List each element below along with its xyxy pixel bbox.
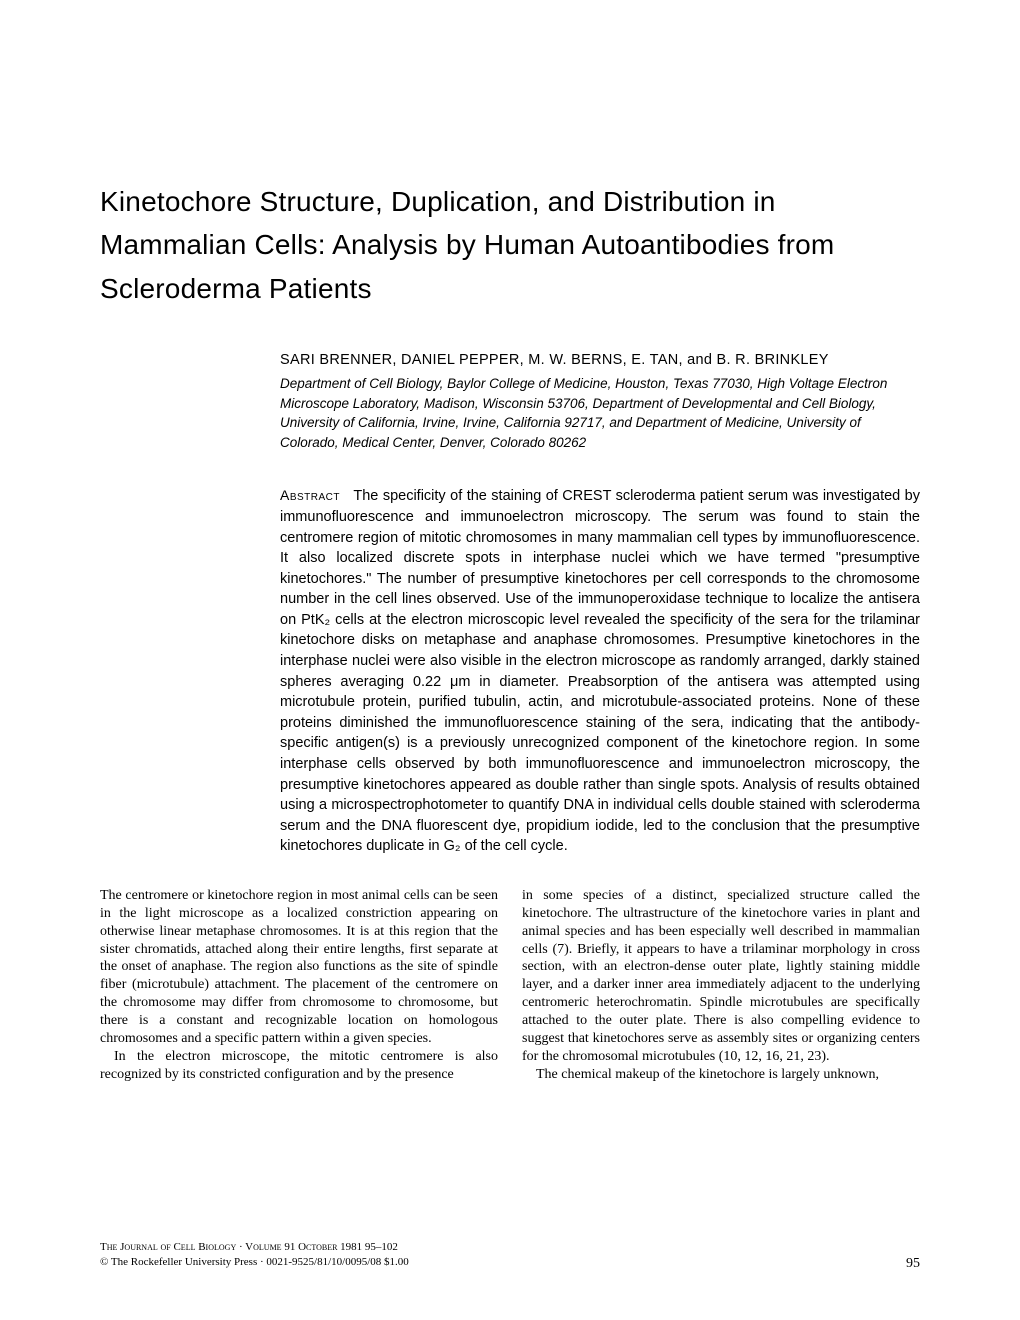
footer-copyright: © The Rockefeller University Press · 002… [100, 1255, 409, 1274]
page-footer: The Journal of Cell Biology · Volume 91 … [100, 1240, 920, 1274]
footer-date: October 1981 95–102 [298, 1241, 398, 1253]
authors-block: SARI BRENNER, DANIEL PEPPER, M. W. BERNS… [280, 352, 920, 452]
footer-volume: 91 [282, 1241, 299, 1253]
abstract-label: Abstract [280, 487, 340, 503]
article-title: Kinetochore Structure, Duplication, and … [100, 180, 920, 310]
page-number: 95 [906, 1255, 920, 1274]
footer-journal: The Journal of Cell Biology · Volume [100, 1241, 282, 1253]
abstract-body: The specificity of the staining of CREST… [280, 488, 920, 854]
body-column-right: in some species of a distinct, specializ… [522, 887, 920, 1084]
body-columns: The centromere or kinetochore region in … [100, 887, 920, 1084]
affiliation: Department of Cell Biology, Baylor Colle… [280, 374, 920, 452]
footer-citation: The Journal of Cell Biology · Volume 91 … [100, 1240, 920, 1255]
body-paragraph: In the electron microscope, the mitotic … [100, 1048, 498, 1084]
body-paragraph: The centromere or kinetochore region in … [100, 887, 498, 1048]
authors: SARI BRENNER, DANIEL PEPPER, M. W. BERNS… [280, 352, 920, 368]
body-column-left: The centromere or kinetochore region in … [100, 887, 498, 1084]
abstract-block: Abstract The specificity of the staining… [280, 486, 920, 856]
body-paragraph: The chemical makeup of the kinetochore i… [522, 1066, 920, 1084]
abstract-text: Abstract The specificity of the staining… [280, 486, 920, 856]
footer-line2: © The Rockefeller University Press · 002… [100, 1255, 920, 1274]
body-paragraph: in some species of a distinct, specializ… [522, 887, 920, 1066]
